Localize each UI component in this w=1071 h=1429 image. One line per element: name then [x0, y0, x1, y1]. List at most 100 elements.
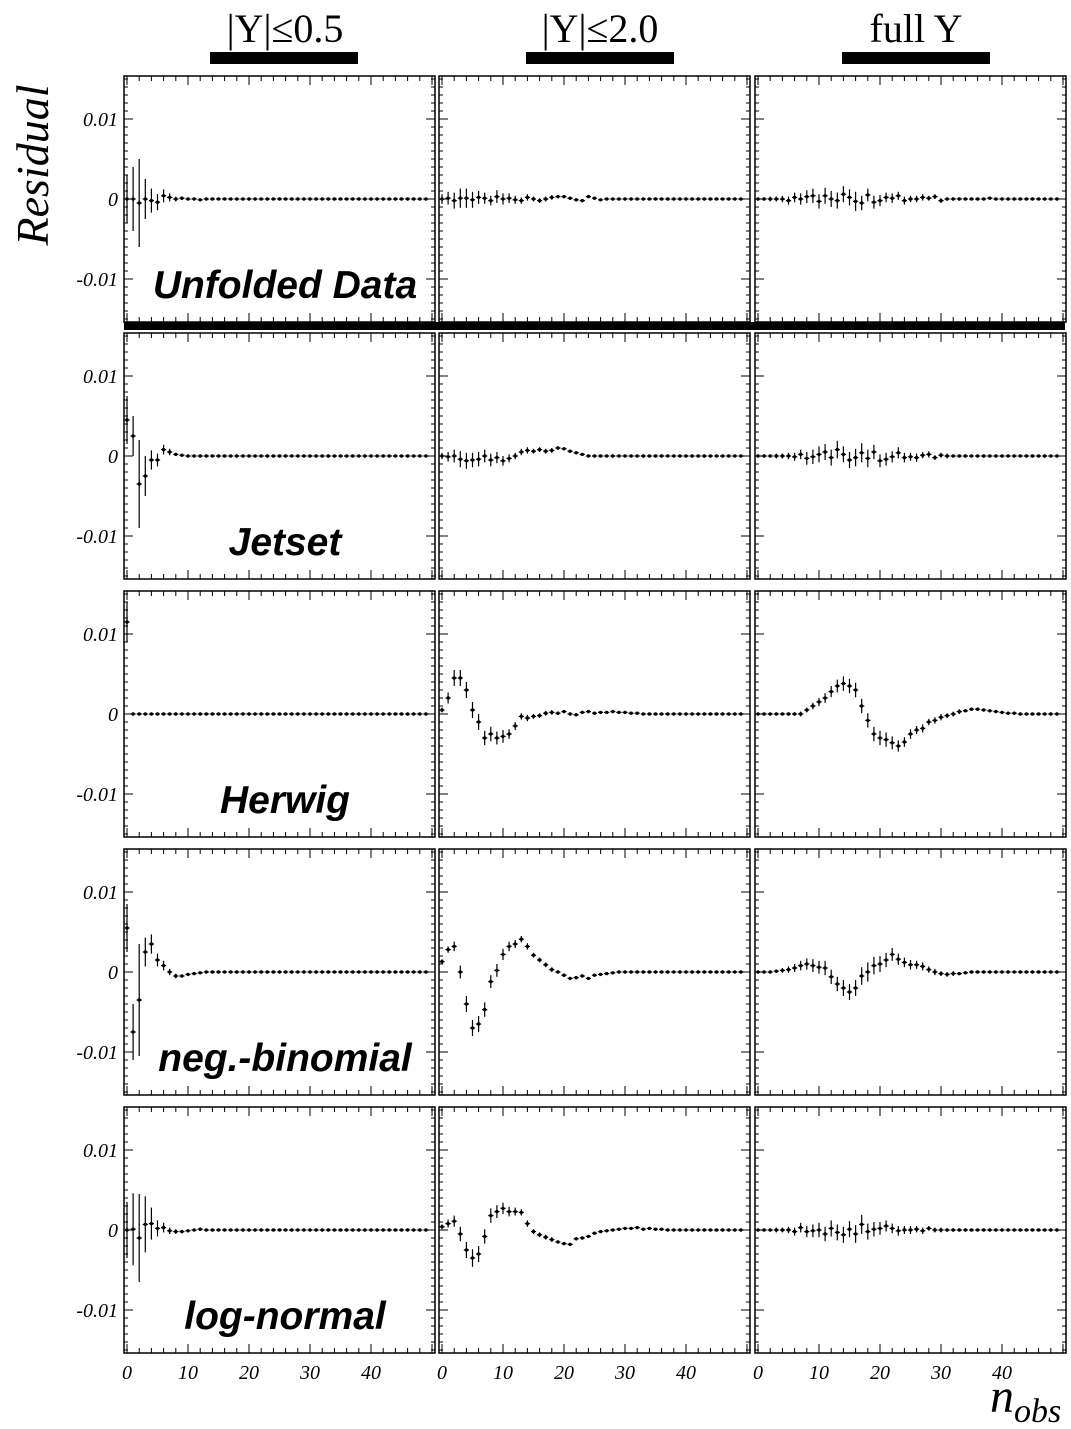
- data-point: [216, 712, 221, 716]
- data-point: [933, 970, 937, 974]
- data-point: [774, 1228, 778, 1232]
- data-point: [853, 688, 858, 692]
- data-point: [756, 970, 760, 974]
- data-point: [792, 712, 797, 716]
- data-point: [412, 1228, 416, 1232]
- data-point: [168, 1229, 172, 1233]
- data-point: [641, 1227, 645, 1231]
- data-point: [884, 457, 888, 461]
- data-point: [841, 192, 846, 196]
- data-point: [537, 447, 542, 452]
- data-point: [302, 1228, 306, 1232]
- data-point: [568, 712, 572, 716]
- data-point: [835, 1230, 839, 1235]
- data-point: [623, 710, 627, 715]
- data-point: [259, 454, 263, 458]
- data-point: [805, 1229, 809, 1234]
- data-point: [381, 712, 385, 716]
- data-point: [137, 712, 141, 716]
- data-point: [720, 712, 725, 716]
- data-point: [253, 1228, 257, 1232]
- data-point: [210, 197, 215, 201]
- data-point: [192, 454, 196, 458]
- data-point: [684, 712, 688, 716]
- data-point: [483, 1007, 487, 1012]
- data-point: [308, 970, 312, 974]
- data-point: [829, 975, 833, 979]
- data-point: [338, 712, 343, 716]
- data-point: [440, 708, 444, 712]
- data-point: [580, 452, 584, 457]
- data-point: [574, 1237, 578, 1241]
- data-point: [659, 712, 664, 716]
- data-point: [684, 197, 688, 201]
- data-point: [332, 712, 337, 716]
- data-point: [464, 196, 469, 200]
- data-point: [131, 712, 135, 716]
- data-point: [957, 197, 961, 201]
- data-point: [774, 969, 778, 973]
- data-point: [708, 970, 713, 974]
- data-point: [1055, 970, 1059, 974]
- data-point: [369, 197, 373, 201]
- data-point: [351, 454, 355, 458]
- data-point: [653, 197, 658, 201]
- data-point: [629, 197, 633, 201]
- data-point: [580, 710, 584, 715]
- column-title-1: |Y|≤2.0: [542, 6, 659, 51]
- data-point: [780, 197, 785, 201]
- data-point: [853, 986, 858, 990]
- x-axis-title: nobs: [990, 1370, 1061, 1429]
- data-point: [363, 970, 367, 974]
- data-point: [878, 1226, 882, 1231]
- data-point: [605, 197, 609, 201]
- column-title-0: |Y|≤0.5: [227, 6, 344, 51]
- data-point: [696, 197, 700, 201]
- data-point: [458, 676, 462, 680]
- data-point: [666, 970, 670, 974]
- data-point: [174, 452, 178, 457]
- data-point: [180, 712, 184, 716]
- data-point: [405, 1228, 410, 1232]
- data-point: [690, 712, 694, 716]
- data-point: [1055, 454, 1059, 458]
- data-point: [762, 197, 766, 201]
- x-tick-label: 20: [239, 1362, 259, 1384]
- data-point: [229, 970, 233, 974]
- data-point: [149, 198, 154, 203]
- data-point: [708, 1228, 713, 1232]
- data-point: [890, 455, 894, 459]
- data-point: [629, 1226, 633, 1231]
- data-point: [1006, 970, 1010, 974]
- data-point: [927, 196, 931, 200]
- data-point: [969, 970, 974, 974]
- data-point: [501, 1206, 505, 1211]
- data-point: [326, 712, 330, 716]
- data-point: [332, 454, 337, 458]
- data-point: [525, 1221, 530, 1226]
- data-point: [393, 1228, 398, 1232]
- y-tick-label: -0.01: [76, 1300, 118, 1322]
- data-point: [277, 712, 282, 716]
- panel-r3-c0: 0.01 0 -0.01 neg.-binomial: [76, 848, 436, 1096]
- data-point: [708, 197, 713, 201]
- data-point: [302, 197, 306, 201]
- data-point: [302, 454, 306, 458]
- data-point: [951, 197, 955, 201]
- data-point: [659, 1227, 664, 1231]
- data-point: [405, 197, 410, 201]
- data-point: [605, 1229, 609, 1233]
- data-point: [1049, 1228, 1053, 1232]
- x-tick-label: 0: [753, 1362, 763, 1384]
- data-point: [629, 454, 633, 458]
- data-point: [519, 450, 523, 454]
- data-point: [241, 197, 245, 201]
- data-point: [357, 197, 361, 201]
- data-point: [216, 197, 221, 201]
- panel-r1-c1: [438, 332, 751, 580]
- data-point: [253, 970, 257, 974]
- data-point: [860, 974, 864, 978]
- data-point: [647, 197, 652, 201]
- data-point: [653, 712, 658, 716]
- data-point: [326, 197, 330, 201]
